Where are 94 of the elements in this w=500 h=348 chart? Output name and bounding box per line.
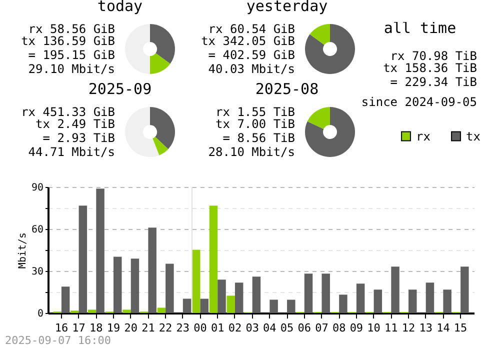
text: = 229.34 TiB: [390, 75, 477, 89]
x-tick-label: 16: [54, 322, 68, 334]
bar: [192, 250, 200, 313]
text: 29.10 Mbit/s: [28, 62, 115, 76]
x-tick-label: 01: [210, 322, 224, 334]
bar: [304, 274, 313, 313]
donut-slice: [307, 107, 330, 130]
bar: [209, 206, 218, 313]
legend-label: rx: [416, 129, 430, 144]
bar: [426, 282, 434, 313]
text: 44.71 Mbit/s: [28, 145, 115, 159]
x-tick-label: 13: [419, 322, 432, 334]
bar: [322, 274, 330, 313]
bar: [88, 310, 96, 313]
bar: [130, 258, 140, 313]
x-tick-label: 09: [350, 322, 364, 334]
text: = 195.15 GiB: [28, 48, 115, 62]
x-tick-label: 18: [90, 322, 103, 334]
x-tick-label: 08: [332, 322, 346, 334]
x-tick-label: 19: [106, 322, 120, 334]
x-tick-label: 04: [263, 322, 277, 334]
text: tx 342.05 GiB: [201, 34, 295, 48]
donut-slice: [125, 24, 150, 74]
x-tick-label: 14: [436, 322, 450, 334]
bar: [200, 298, 209, 313]
x-tick-label: 22: [158, 322, 172, 334]
bar: [114, 256, 122, 313]
x-tick-label: 11: [384, 322, 398, 334]
text: tx 158.36 TiB: [383, 61, 477, 75]
text: 40.03 Mbit/s: [208, 62, 295, 76]
text: 28.10 Mbit/s: [208, 145, 295, 159]
donut-slice: [150, 24, 175, 64]
text: rx 70.98 TiB: [390, 49, 477, 63]
text: tx 2.49 TiB: [36, 117, 115, 131]
x-tick-label: 05: [280, 322, 294, 334]
donut-slice: [310, 24, 330, 45]
bar: [356, 284, 365, 313]
bar: [166, 264, 174, 313]
bar: [182, 298, 192, 313]
donut-slice: [152, 136, 168, 156]
text: rx 58.56 GiB: [28, 22, 115, 36]
text: = 2.93 TiB: [42, 131, 115, 145]
bar: [374, 290, 382, 313]
y-axis-title: Mbit/s: [17, 232, 28, 269]
legend-label: tx: [466, 129, 480, 144]
bar: [96, 188, 104, 313]
x-tick-label: 20: [124, 322, 138, 334]
x-tick-label: 07: [315, 322, 328, 334]
text: rx 1.55 TiB: [216, 105, 295, 119]
x-tick-label: 23: [176, 322, 190, 334]
bar: [270, 300, 278, 313]
x-tick-label: 03: [246, 322, 259, 334]
bar: [234, 282, 244, 313]
chart-title: 2025-08: [255, 80, 319, 98]
x-tick-label: 02: [228, 322, 242, 334]
x-tick-label: 06: [298, 322, 312, 334]
bar: [408, 290, 417, 313]
bar: [252, 276, 261, 313]
bar: [443, 290, 452, 313]
x-tick-label: 12: [402, 322, 416, 334]
x-tick-label: 21: [142, 322, 155, 334]
donut-slice: [125, 107, 160, 157]
text: rx 451.33 GiB: [21, 105, 115, 119]
donut-slice: [305, 107, 355, 157]
text: = 8.56 TiB: [222, 131, 295, 145]
bar: [460, 266, 469, 313]
donut-slice: [305, 24, 355, 74]
bar: [148, 228, 156, 313]
text: tx 7.00 TiB: [216, 117, 295, 131]
donut-slice: [150, 107, 175, 150]
bar: [218, 280, 226, 313]
text: rx 60.54 GiB: [208, 22, 295, 36]
y-tick-label: 0: [37, 308, 44, 320]
x-tick-label: 10: [367, 322, 380, 334]
bar: [226, 296, 235, 313]
bar: [157, 308, 166, 313]
y-tick-label: 90: [31, 182, 44, 194]
donut-slice: [150, 53, 170, 74]
bar: [122, 310, 131, 313]
y-tick-label: 30: [31, 266, 44, 278]
x-tick-label: 00: [194, 322, 207, 334]
x-tick-label: 15: [454, 322, 468, 334]
bar: [339, 294, 348, 313]
bar: [287, 300, 296, 313]
bar: [391, 266, 400, 313]
bar: [61, 286, 70, 313]
x-tick-label: 17: [72, 322, 86, 334]
text: 2025-09-07 16:00: [5, 334, 111, 347]
chart-title: 2025-09: [88, 80, 152, 98]
bar: [78, 206, 88, 313]
text: since 2024-09-05: [361, 95, 477, 109]
text: tx 136.59 GiB: [21, 34, 115, 48]
y-tick-label: 60: [31, 224, 44, 236]
text: = 402.59 GiB: [208, 48, 295, 62]
